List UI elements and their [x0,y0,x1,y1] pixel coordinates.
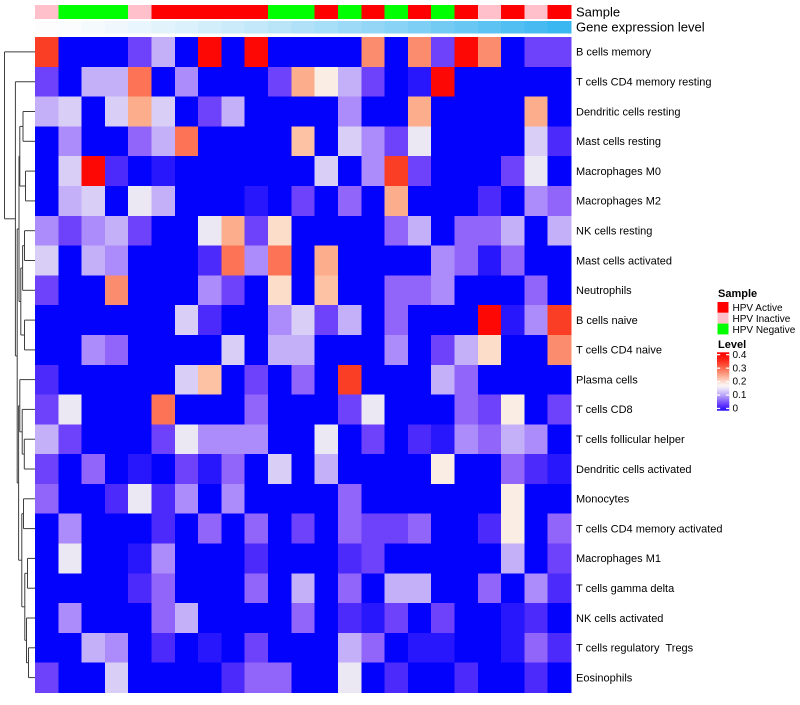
svg-text:Dendritic cells resting: Dendritic cells resting [576,106,681,118]
svg-text:Macrophages M1: Macrophages M1 [576,553,661,565]
svg-text:Macrophages M2: Macrophages M2 [576,196,661,208]
svg-text:Sample: Sample [718,288,757,300]
svg-text:0: 0 [733,404,739,415]
svg-text:Sample: Sample [576,5,620,20]
svg-text:NK cells activated: NK cells activated [576,613,663,625]
svg-text:0.3: 0.3 [733,363,747,374]
svg-text:Dendritic cells activated: Dendritic cells activated [576,464,692,476]
svg-text:T cells gamma delta: T cells gamma delta [576,583,675,595]
svg-text:Level: Level [718,339,746,351]
svg-text:HPV Negative: HPV Negative [733,325,796,336]
svg-text:Macrophages M0: Macrophages M0 [576,166,661,178]
svg-text:Mast cells activated: Mast cells activated [576,255,672,267]
svg-text:HPV Inactive: HPV Inactive [733,314,791,325]
svg-text:HPV Active: HPV Active [733,303,783,314]
svg-text:T cells regulatory Tregs: T cells regulatory Tregs [576,643,694,655]
svg-text:B cells naive: B cells naive [576,315,638,327]
svg-text:T cells CD4 memory activated: T cells CD4 memory activated [576,523,723,535]
svg-text:Mast cells resting: Mast cells resting [576,136,661,148]
svg-text:T cells CD4 memory resting: T cells CD4 memory resting [576,77,712,89]
svg-text:Neutrophils: Neutrophils [576,285,632,297]
svg-text:0.1: 0.1 [733,390,747,401]
svg-text:Monocytes: Monocytes [576,494,630,506]
svg-text:B cells memory: B cells memory [576,47,652,59]
svg-text:Plasma cells: Plasma cells [576,374,638,386]
svg-text:Gene expression level: Gene expression level [576,20,705,35]
svg-text:NK cells resting: NK cells resting [576,226,652,238]
svg-text:T cells follicular helper: T cells follicular helper [576,434,685,446]
svg-text:0.2: 0.2 [733,377,747,388]
svg-text:T cells CD4 naive: T cells CD4 naive [576,345,662,357]
svg-text:0.4: 0.4 [733,350,747,361]
svg-text:Eosinophils: Eosinophils [576,672,633,684]
svg-text:T cells CD8: T cells CD8 [576,404,633,416]
